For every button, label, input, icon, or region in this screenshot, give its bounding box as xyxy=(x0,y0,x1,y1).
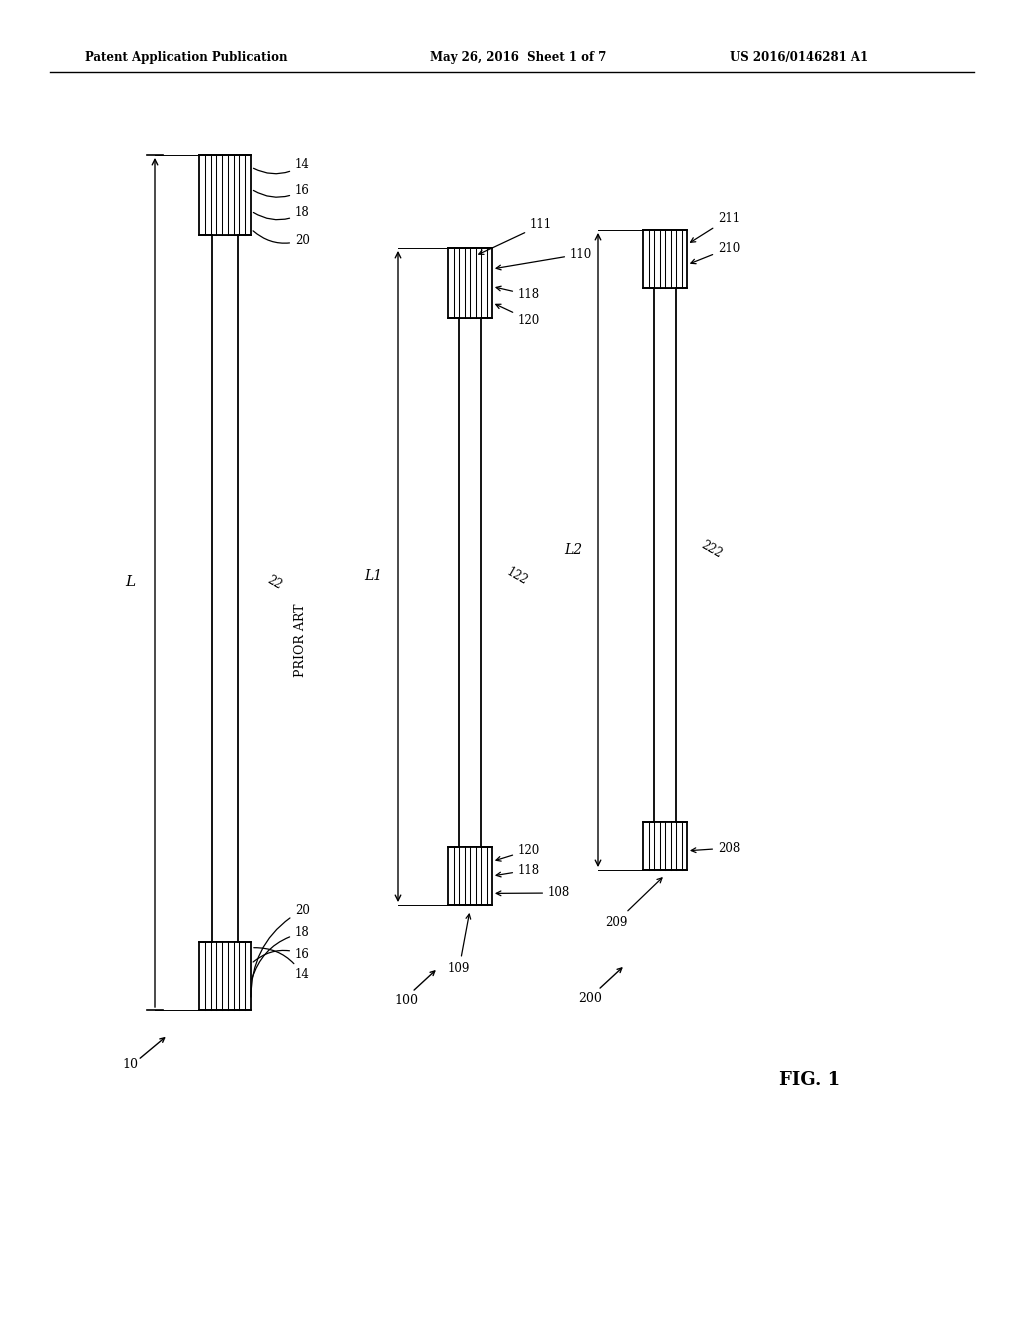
Text: 210: 210 xyxy=(691,242,740,264)
Bar xyxy=(199,942,251,1010)
Text: 108: 108 xyxy=(497,887,570,899)
Text: 200: 200 xyxy=(579,991,602,1005)
Text: 10: 10 xyxy=(122,1059,138,1072)
Bar xyxy=(654,288,676,822)
Text: 109: 109 xyxy=(449,915,471,974)
Text: 110: 110 xyxy=(496,248,592,269)
Text: PRIOR ART: PRIOR ART xyxy=(294,603,306,677)
Text: L1: L1 xyxy=(364,569,382,583)
Bar xyxy=(199,154,251,235)
Text: 16: 16 xyxy=(253,948,310,962)
Text: 118: 118 xyxy=(496,863,540,876)
Text: 120: 120 xyxy=(496,843,541,861)
Bar xyxy=(459,318,481,847)
Text: 111: 111 xyxy=(479,219,552,255)
Bar xyxy=(643,822,687,870)
Text: 120: 120 xyxy=(496,304,541,326)
Text: 16: 16 xyxy=(253,183,310,197)
Text: 209: 209 xyxy=(605,878,662,928)
Text: Patent Application Publication: Patent Application Publication xyxy=(85,51,288,65)
Text: 18: 18 xyxy=(253,206,309,219)
Bar xyxy=(643,230,687,288)
Text: 211: 211 xyxy=(690,211,740,243)
Text: 118: 118 xyxy=(496,286,540,301)
Text: 208: 208 xyxy=(691,842,740,854)
Bar xyxy=(212,235,238,942)
Text: 20: 20 xyxy=(253,231,310,247)
Text: L: L xyxy=(125,576,135,590)
Text: FIG. 1: FIG. 1 xyxy=(779,1071,841,1089)
Text: 22: 22 xyxy=(265,573,285,591)
Text: 14: 14 xyxy=(254,158,310,174)
Bar xyxy=(449,248,492,318)
Text: US 2016/0146281 A1: US 2016/0146281 A1 xyxy=(730,51,868,65)
Text: May 26, 2016  Sheet 1 of 7: May 26, 2016 Sheet 1 of 7 xyxy=(430,51,606,65)
Text: 122: 122 xyxy=(504,565,529,587)
Text: 14: 14 xyxy=(254,948,310,982)
Text: L2: L2 xyxy=(564,543,582,557)
Text: 18: 18 xyxy=(252,927,309,979)
Text: 100: 100 xyxy=(394,994,418,1006)
Bar xyxy=(449,847,492,906)
Text: 222: 222 xyxy=(699,539,725,561)
Text: 20: 20 xyxy=(251,903,310,997)
